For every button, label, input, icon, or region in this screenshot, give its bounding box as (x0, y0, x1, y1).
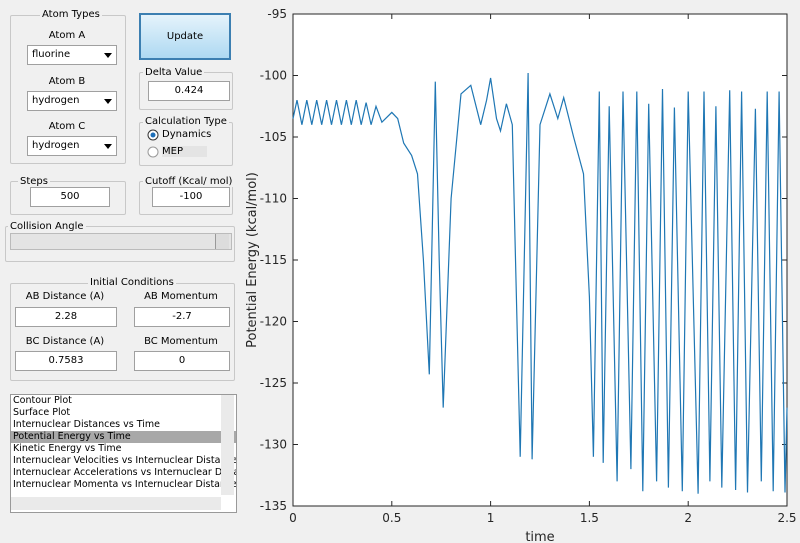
label: Atom C (48, 121, 86, 132)
y-tick-label: -130 (260, 438, 287, 452)
slider-thumb[interactable] (215, 234, 229, 249)
y-tick-label: -115 (260, 253, 287, 267)
y-tick-label: -135 (260, 499, 287, 513)
angle-group (5, 226, 235, 262)
list-item[interactable]: Kinetic Energy vs Time (13, 443, 122, 454)
angle-slider[interactable] (10, 233, 232, 250)
line-series (292, 72, 788, 494)
dropdown[interactable]: hydrogen (27, 136, 117, 156)
x-tick-label: 0.5 (382, 511, 401, 525)
cutoff-input[interactable]: -100 (152, 187, 230, 207)
x-tick-label: 1.5 (580, 511, 599, 525)
y-axis-label: Potential Energy (kcal/mol) (245, 172, 260, 348)
x-tick-label: 0 (289, 511, 297, 525)
input[interactable]: 2.28 (15, 307, 117, 327)
label: AB Distance (A) (25, 291, 105, 302)
list-item[interactable]: Internuclear Momenta vs Internuclear Dis… (13, 479, 237, 490)
steps-input[interactable]: 500 (30, 187, 110, 207)
y-tick-label: -110 (260, 192, 287, 206)
label: Atom A (48, 30, 86, 41)
list-item[interactable]: Internuclear Accelerations vs Internucle… (13, 467, 237, 478)
steps-group (10, 181, 126, 215)
x-tick-label: 2 (684, 511, 692, 525)
x-tick-label: 2.5 (777, 511, 796, 525)
list-item[interactable]: Potential Energy vs Time (11, 431, 236, 443)
list-item[interactable]: Internuclear Distances vs Time (13, 419, 160, 430)
y-tick-label: -105 (260, 130, 287, 144)
vscroll[interactable] (221, 395, 234, 495)
label: Atom B (48, 76, 86, 87)
delta-input[interactable]: 0.424 (148, 81, 230, 101)
input[interactable]: 0 (134, 351, 230, 371)
label: BC Distance (A) (25, 336, 105, 347)
radio-option[interactable]: Dynamics (162, 129, 212, 140)
y-tick-label: -100 (260, 69, 287, 83)
hscroll[interactable] (11, 497, 221, 510)
group-title: Atom Types (40, 9, 102, 20)
y-tick-label: -125 (260, 376, 287, 390)
x-axis-label: time (525, 530, 554, 543)
list-item[interactable]: Contour Plot (13, 395, 72, 406)
plot-listbox[interactable]: Contour Plot Surface Plot Internuclear Dis… (10, 394, 237, 513)
x-tick-label: 1 (487, 511, 495, 525)
label: AB Momentum (144, 291, 218, 302)
radio-option[interactable]: MEP (162, 146, 207, 157)
group-title: Delta Value (143, 67, 205, 78)
input[interactable]: -2.7 (134, 307, 230, 327)
group-title: Collision Angle (8, 221, 86, 232)
group-title: Initial Conditions (88, 277, 176, 288)
dropdown[interactable]: hydrogen (27, 91, 117, 111)
group-title: Cutoff (Kcal/ mol) (143, 176, 235, 187)
list-item[interactable]: Internuclear Velocities vs Internuclear … (13, 455, 237, 466)
update-button[interactable]: Update (139, 13, 231, 60)
radio-icons (147, 129, 159, 158)
group-title: Calculation Type (143, 116, 229, 127)
group-title: Steps (18, 176, 50, 187)
y-tick-label: -95 (267, 7, 287, 21)
input[interactable]: 0.7583 (15, 351, 117, 371)
y-tick-label: -120 (260, 315, 287, 329)
label: BC Momentum (144, 336, 218, 347)
list-item[interactable]: Surface Plot (13, 407, 71, 418)
dropdown[interactable]: fluorine (27, 45, 117, 65)
